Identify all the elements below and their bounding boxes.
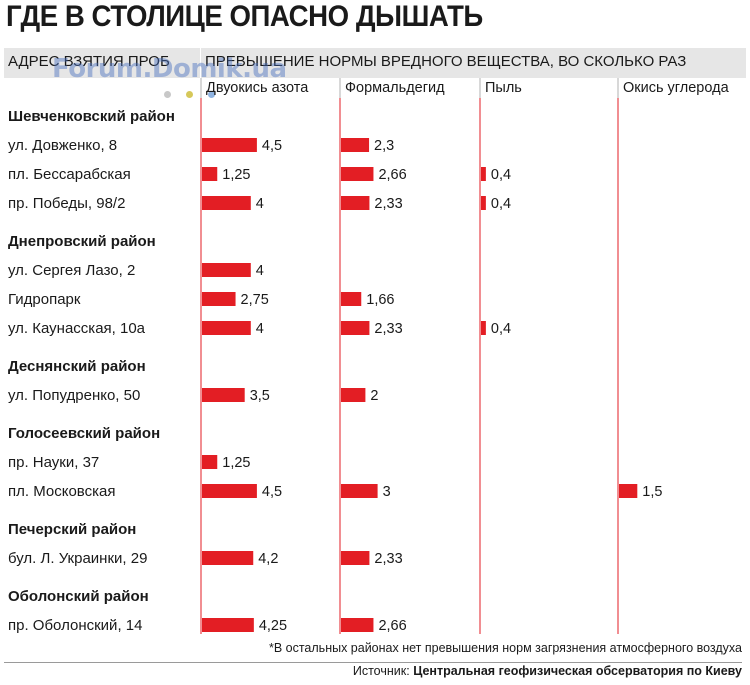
- district-label: Шевченковский район: [8, 108, 175, 125]
- data-bar: [202, 292, 236, 306]
- data-bar: [341, 618, 374, 632]
- data-bar: [341, 196, 370, 210]
- data-label: 0,4: [491, 167, 511, 183]
- address-label: пр. Оболонский, 14: [8, 617, 142, 634]
- series-header-dust: Пыль: [485, 80, 522, 96]
- data-bar: [202, 138, 257, 152]
- data-label: 4: [256, 321, 264, 337]
- data-label: 3: [383, 484, 391, 500]
- source-label: Источник:: [352, 664, 410, 678]
- data-bar: [202, 196, 251, 210]
- address-label: пл. Бессарабская: [8, 166, 131, 183]
- source-value: Центральная геофизическая обсерватория п…: [413, 664, 742, 678]
- address-label: ул. Каунасская, 10а: [8, 320, 146, 337]
- footer-divider: [4, 662, 742, 663]
- data-bar: [202, 388, 245, 402]
- data-bar: [341, 484, 378, 498]
- data-label: 2,66: [378, 618, 406, 634]
- data-label: 1,25: [222, 167, 250, 183]
- address-label: ул. Довженко, 8: [8, 137, 117, 154]
- excess-column-header: ПРЕВЫШЕНИЕ НОРМЫ ВРЕДНОГО ВЕЩЕСТВА, ВО С…: [201, 48, 746, 78]
- watermark-dot-icon: [164, 91, 171, 98]
- data-bar: [341, 292, 362, 306]
- district-label: Голосеевский район: [8, 425, 160, 442]
- data-bar: [481, 321, 486, 335]
- data-bar: [202, 484, 257, 498]
- data-label: 2,3: [374, 138, 394, 154]
- data-label: 0,4: [491, 321, 511, 337]
- data-label: 2,33: [374, 551, 402, 567]
- address-column-header: АДРЕС ВЗЯТИЯ ПРОБ: [4, 48, 200, 78]
- data-label: 1,25: [222, 455, 250, 471]
- footnote: *В остальных районах нет превышения норм…: [268, 641, 742, 655]
- data-bar: [481, 196, 486, 210]
- district-label: Деснянский район: [8, 358, 146, 375]
- data-bar: [341, 388, 366, 402]
- district-label: Печерский район: [8, 521, 136, 538]
- data-label: 2,66: [378, 167, 406, 183]
- data-label: 4,2: [258, 551, 278, 567]
- series-header-formaldehyde: Формальдегид: [345, 80, 445, 96]
- data-label: 2: [370, 388, 378, 404]
- data-label: 2,75: [241, 292, 269, 308]
- data-label: 1,66: [366, 292, 394, 308]
- district-label: Днепровский район: [8, 233, 156, 250]
- watermark-dot-icon: [186, 91, 193, 98]
- data-bar: [202, 321, 251, 335]
- data-label: 4: [256, 196, 264, 212]
- data-bar: [202, 551, 254, 565]
- address-label: пл. Московская: [8, 483, 115, 500]
- data-bar: [202, 263, 251, 277]
- data-label: 4: [256, 263, 264, 279]
- data-label: 4,25: [259, 618, 287, 634]
- data-bar: [341, 167, 374, 181]
- address-label: пр. Победы, 98/2: [8, 195, 125, 212]
- data-bar: [341, 138, 370, 152]
- chart-title: ГДЕ В СТОЛИЦЕ ОПАСНО ДЫШАТЬ: [6, 0, 483, 33]
- data-label: 4,5: [262, 484, 282, 500]
- address-label: ул. Сергея Лазо, 2: [8, 262, 135, 279]
- data-bar: [202, 618, 254, 632]
- series-header-nitrogen-dioxide: Двуокись азота: [206, 80, 309, 96]
- data-label: 2,33: [374, 321, 402, 337]
- series-header-carbon-monoxide: Окись углерода: [623, 80, 729, 96]
- data-label: 1,5: [642, 484, 662, 500]
- district-label: Оболонский район: [8, 588, 149, 605]
- data-bar: [341, 551, 370, 565]
- address-label: бул. Л. Украинки, 29: [8, 550, 147, 567]
- data-label: 0,4: [491, 196, 511, 212]
- data-bar: [341, 321, 370, 335]
- data-label: 2,33: [374, 196, 402, 212]
- watermark-dot-icon: [208, 91, 215, 98]
- data-bar: [619, 484, 638, 498]
- address-label: пр. Науки, 37: [8, 454, 99, 471]
- data-label: 4,5: [262, 138, 282, 154]
- address-label: ул. Попудренко, 50: [8, 387, 140, 404]
- address-label: Гидропарк: [8, 291, 81, 308]
- data-bar: [481, 167, 486, 181]
- data-label: 3,5: [250, 388, 270, 404]
- watermark-logo: Forum.Domik.ua: [52, 54, 287, 84]
- data-bar: [202, 455, 218, 469]
- data-bar: [202, 167, 218, 181]
- source-line: Источник: Центральная геофизическая обсе…: [353, 664, 742, 678]
